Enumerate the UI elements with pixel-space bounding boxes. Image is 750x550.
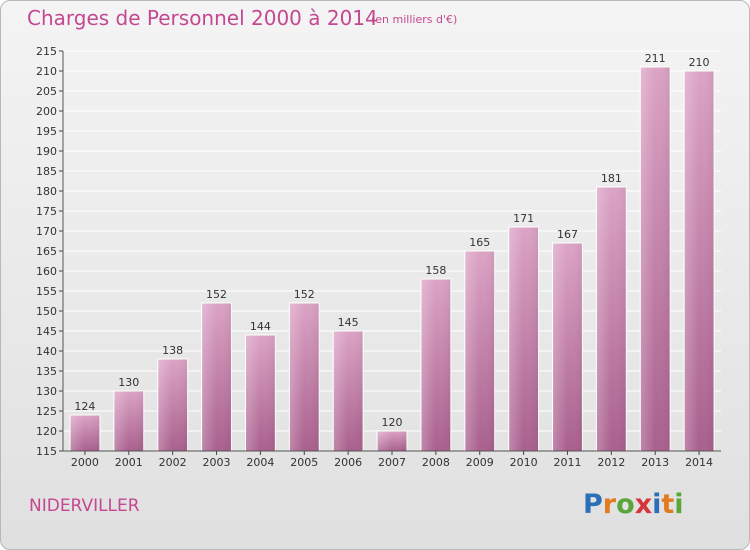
y-tick-label: 215 [36, 45, 57, 58]
bar-value-label: 165 [469, 236, 490, 249]
bar-shine [464, 251, 495, 451]
y-tick-label: 125 [36, 405, 57, 418]
logo-letter: t [661, 489, 675, 520]
y-tick-label: 135 [36, 365, 57, 378]
x-tick-label: 2004 [246, 456, 274, 469]
y-tick-label: 185 [36, 165, 57, 178]
y-tick-label: 120 [36, 425, 57, 438]
y-tick-label: 210 [36, 65, 57, 78]
y-tick-label: 145 [36, 325, 57, 338]
logo-letter: r [602, 489, 617, 520]
bar-value-label: 181 [601, 172, 622, 185]
x-tick-label: 2001 [115, 456, 143, 469]
bar-value-label: 120 [382, 416, 403, 429]
logo-letter: x [634, 489, 653, 520]
bar-shine [289, 303, 320, 451]
bar-shine [245, 335, 276, 451]
y-tick-label: 170 [36, 225, 57, 238]
x-tick-label: 2010 [510, 456, 538, 469]
y-tick-label: 175 [36, 205, 57, 218]
y-tick-label: 155 [36, 285, 57, 298]
y-tick-label: 190 [36, 145, 57, 158]
bar-shine [420, 279, 451, 451]
logo-letter: i [652, 489, 662, 520]
bar-value-label: 144 [250, 320, 271, 333]
x-tick-label: 2013 [641, 456, 669, 469]
x-tick-label: 2002 [159, 456, 187, 469]
logo-letter: P [583, 489, 603, 520]
bar-value-label: 152 [206, 288, 227, 301]
bar-shine [201, 303, 232, 451]
bar-shine [552, 243, 583, 451]
bar-chart: 124 130 138 152 144 152 145 120 158 165 171 167 181 2… [36, 45, 721, 469]
y-tick-label: 195 [36, 125, 57, 138]
bar-value-label: 138 [162, 344, 183, 357]
y-tick-label: 115 [36, 445, 57, 458]
y-tick-label: 160 [36, 265, 57, 278]
bar-value-label: 211 [645, 52, 666, 65]
x-tick-label: 2007 [378, 456, 406, 469]
x-tick-label: 2006 [334, 456, 362, 469]
bar-value-label: 145 [338, 316, 359, 329]
x-tick-label: 2011 [553, 456, 581, 469]
x-tick-label: 2008 [422, 456, 450, 469]
y-tick-label: 130 [36, 385, 57, 398]
logo-letter: o [616, 489, 635, 520]
x-tick-label: 2005 [290, 456, 318, 469]
y-tick-label: 180 [36, 185, 57, 198]
y-tick-label: 150 [36, 305, 57, 318]
y-tick-label: 140 [36, 345, 57, 358]
x-tick-label: 2014 [685, 456, 713, 469]
chart-subtitle: (en milliers d'€) [371, 13, 458, 26]
bar-shine [640, 67, 671, 451]
bar-shine [70, 415, 100, 451]
x-tick-label: 2000 [71, 456, 99, 469]
bar-shine [157, 359, 188, 451]
chart-title: Charges de Personnel 2000 à 2014 [27, 6, 378, 30]
town-name: NIDERVILLER [29, 496, 140, 516]
bar-value-label: 210 [689, 56, 710, 69]
x-tick-label: 2003 [203, 456, 231, 469]
proxiti-logo: Proxiti [583, 489, 684, 520]
bar-value-label: 152 [294, 288, 315, 301]
bar-shine [333, 331, 364, 451]
bar-shine [596, 187, 627, 451]
bar-shine [508, 227, 539, 451]
x-tick-label: 2009 [466, 456, 494, 469]
bar-value-label: 158 [425, 264, 446, 277]
bar-shine [684, 71, 714, 451]
logo-letter: i [674, 489, 684, 520]
bar-shine [377, 431, 407, 451]
bar-shine [113, 391, 144, 451]
bar-value-label: 130 [118, 376, 139, 389]
y-tick-label: 200 [36, 105, 57, 118]
bar-value-label: 171 [513, 212, 534, 225]
x-tick-label: 2012 [597, 456, 625, 469]
bar-value-label: 167 [557, 228, 578, 241]
y-tick-label: 165 [36, 245, 57, 258]
y-tick-label: 205 [36, 85, 57, 98]
bar-value-label: 124 [74, 400, 95, 413]
